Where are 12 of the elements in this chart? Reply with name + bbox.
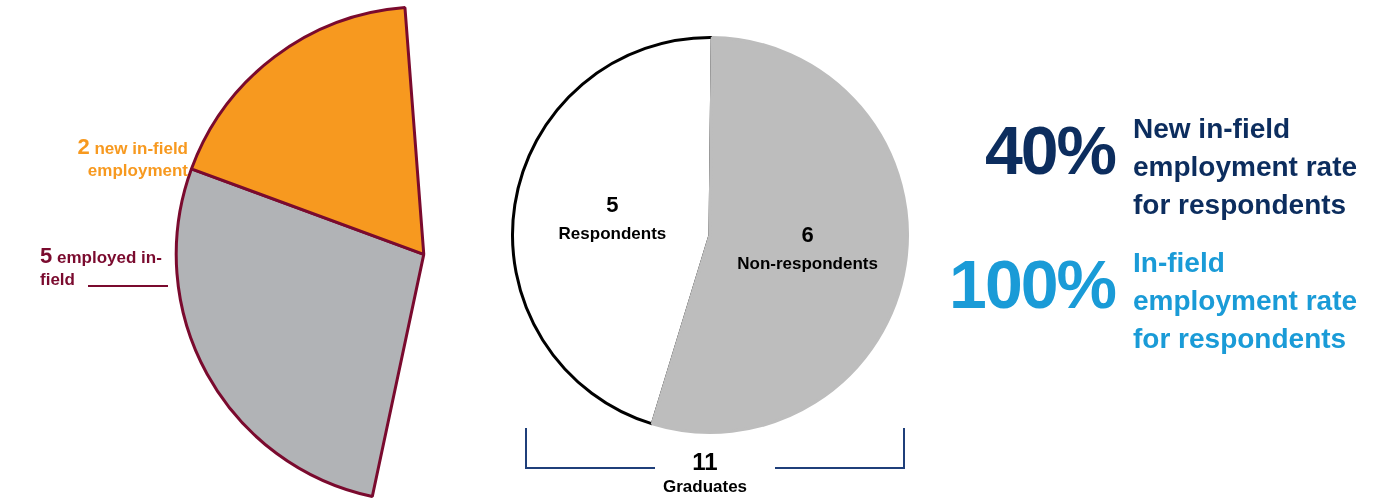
slice-label: Non-respondents xyxy=(737,253,878,273)
text: 11 xyxy=(691,448,719,476)
data-label: 6 xyxy=(801,222,814,248)
slice-label: Respondents xyxy=(558,223,667,243)
data-label: 2 xyxy=(77,134,90,159)
text: New in-field employment rate for respondents xyxy=(1133,112,1359,222)
text: In-field employment rate for respondents xyxy=(1133,246,1359,356)
text: Graduates xyxy=(661,476,749,498)
text: 100% xyxy=(948,245,1115,324)
data-label: 5 xyxy=(606,191,619,217)
text: 5 employed in-field xyxy=(40,243,163,291)
text: 40% xyxy=(983,111,1115,190)
